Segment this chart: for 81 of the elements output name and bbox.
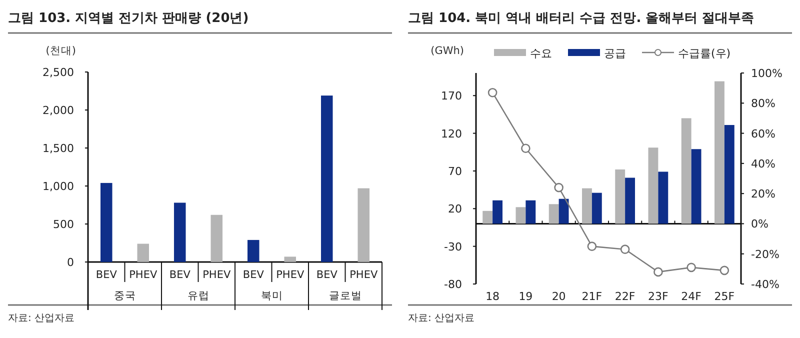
y-tick-label: 1,500 bbox=[42, 142, 74, 155]
bar bbox=[100, 182, 112, 262]
bar bbox=[482, 210, 493, 224]
y2-tick-label: 20% bbox=[751, 188, 776, 201]
y2-tick-label: -20% bbox=[751, 248, 780, 261]
point bbox=[554, 182, 564, 192]
point bbox=[488, 88, 498, 98]
text: BEV bbox=[242, 269, 264, 281]
bar bbox=[615, 169, 626, 224]
chart-title: 그림 104. 북미 역내 배터리 수급 전망. 올해부터 절대부족 bbox=[408, 11, 754, 26]
x-tick-label: 글로벌 bbox=[328, 290, 362, 302]
bar bbox=[625, 178, 635, 224]
bar bbox=[492, 200, 502, 224]
y-tick-label: 70 bbox=[448, 164, 462, 178]
bar bbox=[516, 207, 526, 224]
legend-label: 공급 bbox=[604, 47, 626, 60]
bar bbox=[526, 200, 536, 224]
legend-label: 수급률(우) bbox=[678, 47, 731, 60]
y-tick-label: 20 bbox=[448, 202, 462, 216]
text: PHEV bbox=[350, 269, 378, 281]
text: BEV bbox=[316, 269, 338, 281]
bar bbox=[174, 202, 186, 262]
bar bbox=[724, 124, 734, 224]
point bbox=[686, 262, 696, 272]
bar bbox=[648, 148, 658, 224]
y-axis-title: (천대) bbox=[46, 45, 76, 57]
bar bbox=[548, 204, 559, 224]
y-tick-label: -80 bbox=[444, 278, 462, 291]
bar bbox=[320, 96, 333, 262]
y2-tick-label: 40% bbox=[751, 157, 776, 170]
x-tick-label: 중국 bbox=[114, 290, 136, 302]
y2-tick-label: 80% bbox=[751, 97, 776, 110]
x-tick-label: 유럽 bbox=[187, 290, 210, 302]
bar bbox=[714, 81, 724, 224]
bar bbox=[691, 149, 702, 224]
y-tick-label: 170 bbox=[441, 90, 462, 103]
x-tick-label: 21F bbox=[582, 290, 602, 303]
x-tick-label: 24F bbox=[681, 290, 702, 303]
point bbox=[620, 244, 630, 254]
bar bbox=[284, 256, 296, 262]
x-tick-label: 23F bbox=[648, 290, 668, 303]
text: 자료: 산업자료 bbox=[408, 313, 475, 324]
x-tick-label: 19 bbox=[518, 290, 533, 303]
y-tick-label: 500 bbox=[53, 218, 74, 231]
series-label: BEV bbox=[169, 269, 192, 281]
text: BEV bbox=[96, 269, 117, 281]
y2-tick-label: -40% bbox=[751, 278, 780, 291]
x-tick-label: 22F bbox=[614, 290, 636, 303]
y-tick-label: 120 bbox=[441, 127, 462, 140]
y2-tick-label: 100% bbox=[751, 67, 782, 80]
point bbox=[654, 267, 663, 277]
y-tick-label: 2,000 bbox=[42, 104, 74, 117]
bar bbox=[558, 198, 569, 224]
point bbox=[587, 242, 597, 251]
y-tick-label: 1,000 bbox=[42, 180, 74, 193]
x-tick-label: 18 bbox=[486, 290, 500, 303]
point bbox=[521, 144, 530, 154]
y2-tick-label: 0% bbox=[751, 218, 768, 231]
bar bbox=[137, 244, 150, 262]
x-tick-label: 북미 bbox=[260, 290, 283, 302]
legend-label: 수요 bbox=[530, 47, 552, 60]
series-label: PHEV bbox=[276, 269, 305, 281]
text: 자료: 산업자료 bbox=[8, 313, 75, 324]
bar bbox=[358, 188, 370, 262]
y-tick-label: -30 bbox=[444, 240, 462, 254]
y2-tick-label: 60% bbox=[751, 127, 776, 140]
x-tick-label: 25F bbox=[714, 290, 735, 303]
bar bbox=[582, 188, 592, 224]
bar bbox=[681, 118, 692, 224]
text: PHEV bbox=[202, 269, 231, 281]
y-axis-title: (GWh) bbox=[430, 45, 464, 57]
bar bbox=[592, 192, 602, 224]
y-tick-label: 0 bbox=[67, 256, 74, 269]
bar bbox=[658, 172, 668, 224]
chart-title: 그림 103. 지역별 전기차 판매량 (20년) bbox=[8, 11, 249, 26]
x-tick-label: 20 bbox=[552, 290, 566, 303]
bar bbox=[210, 214, 223, 262]
y-tick-label: 2,500 bbox=[42, 66, 74, 79]
bar bbox=[247, 240, 260, 262]
text: PHEV bbox=[129, 269, 158, 281]
point bbox=[720, 266, 730, 276]
